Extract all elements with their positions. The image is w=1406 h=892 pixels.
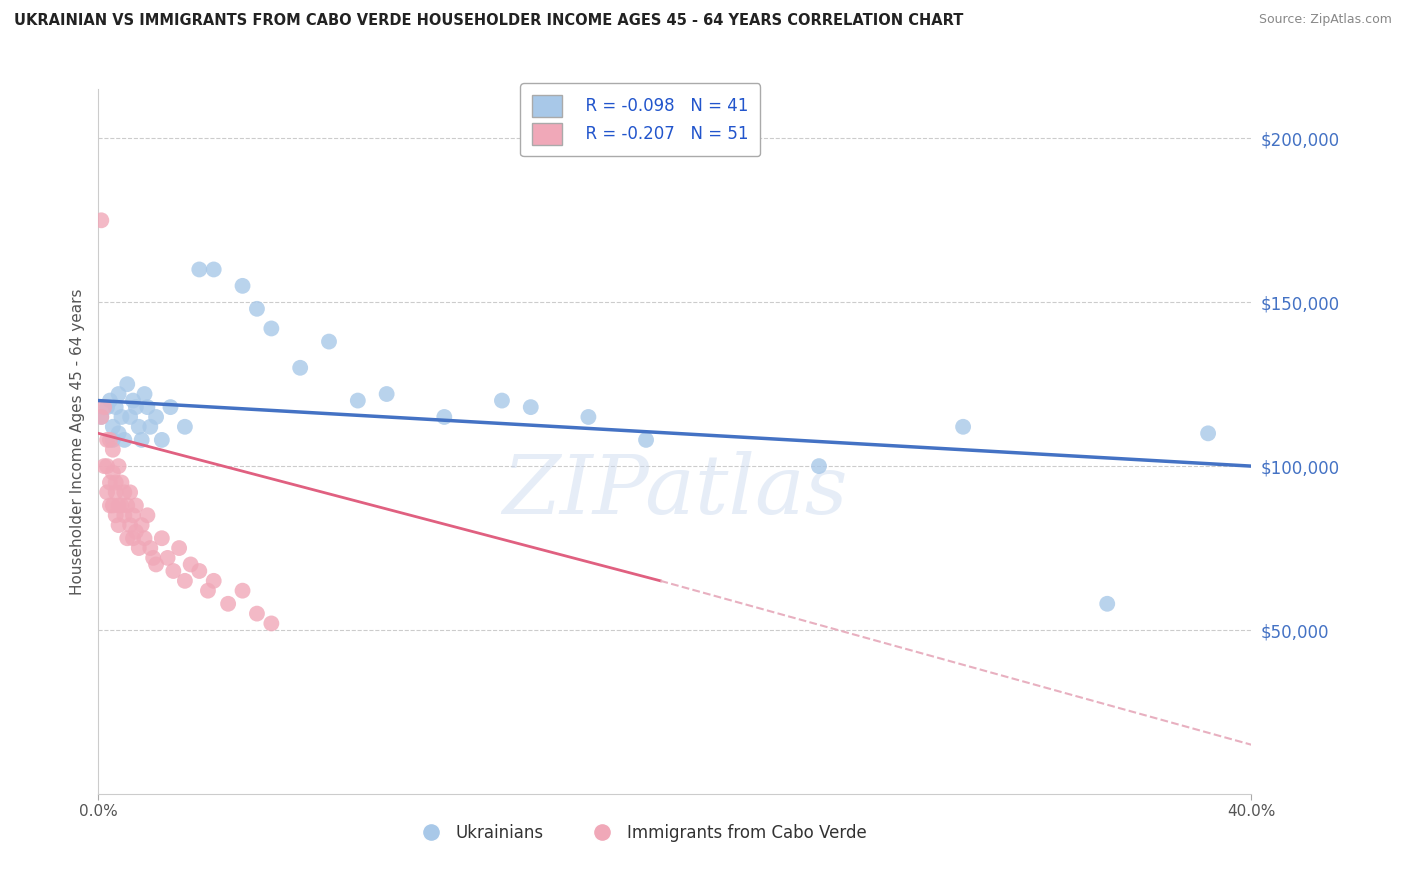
Point (107, 518, 129, 533)
Point (90, 409, 112, 424)
Point (107, 499, 129, 513)
Point (174, 419, 197, 434)
Point (134, 387, 156, 401)
Point (96, 485, 118, 500)
Point (122, 531, 145, 545)
Text: Source: ZipAtlas.com: Source: ZipAtlas.com (1258, 13, 1392, 27)
Point (98, 475, 121, 490)
Point (128, 419, 150, 434)
Point (117, 499, 139, 513)
Point (120, 485, 142, 500)
Point (433, 409, 456, 424)
Point (90, 409, 112, 424)
Point (120, 409, 142, 424)
Point (231, 583, 254, 598)
Point (156, 550, 179, 565)
Point (246, 607, 269, 621)
Point (202, 262, 225, 277)
Point (142, 550, 165, 565)
Point (98, 433, 121, 447)
Point (117, 377, 139, 392)
Point (636, 433, 658, 447)
Point (125, 524, 148, 539)
Point (101, 442, 124, 457)
Point (96, 433, 118, 447)
Point (145, 558, 167, 572)
Point (150, 433, 173, 447)
Point (188, 262, 211, 277)
Point (139, 419, 162, 434)
Point (110, 409, 132, 424)
Point (90, 213, 112, 227)
Point (260, 616, 283, 631)
Point (290, 360, 312, 375)
Point (246, 301, 269, 316)
Point (1097, 597, 1119, 611)
Point (952, 419, 974, 434)
Point (96, 400, 118, 414)
Point (808, 459, 831, 474)
Text: UKRAINIAN VS IMMIGRANTS FROM CABO VERDE HOUSEHOLDER INCOME AGES 45 - 64 YEARS CO: UKRAINIAN VS IMMIGRANTS FROM CABO VERDE … (14, 13, 963, 29)
Point (188, 564, 211, 578)
Point (145, 409, 167, 424)
Point (180, 558, 202, 572)
Point (131, 433, 153, 447)
Point (578, 409, 600, 424)
Point (202, 574, 225, 588)
Point (167, 541, 190, 555)
Point (120, 518, 142, 533)
Point (104, 475, 127, 490)
Point (136, 400, 159, 414)
Point (128, 541, 150, 555)
Point (318, 334, 340, 349)
Point (98, 393, 121, 408)
Text: ZIPatlas: ZIPatlas (502, 450, 848, 531)
Point (107, 426, 129, 441)
Point (139, 541, 162, 555)
Point (112, 433, 135, 447)
Point (117, 531, 139, 545)
Point (104, 400, 127, 414)
Point (162, 564, 184, 578)
Point (131, 518, 153, 533)
Legend: Ukrainians, Immigrants from Cabo Verde: Ukrainians, Immigrants from Cabo Verde (408, 818, 873, 849)
Point (150, 531, 173, 545)
Point (112, 485, 135, 500)
Point (260, 321, 283, 335)
Point (136, 508, 159, 523)
Point (101, 466, 124, 480)
Point (122, 508, 145, 523)
Point (110, 499, 132, 513)
Point (112, 508, 135, 523)
Point (96, 459, 118, 474)
Point (346, 393, 368, 408)
Point (174, 574, 197, 588)
Point (104, 485, 127, 500)
Point (520, 400, 543, 414)
Point (98, 499, 121, 513)
Point (93, 459, 115, 474)
Point (1197, 426, 1219, 441)
Point (159, 400, 181, 414)
Point (122, 393, 145, 408)
Point (107, 459, 129, 474)
Point (197, 583, 219, 598)
Point (375, 387, 398, 401)
Point (104, 508, 127, 523)
Point (231, 278, 254, 293)
Point (93, 400, 115, 414)
Point (101, 499, 124, 513)
Point (125, 400, 148, 414)
Point (101, 433, 124, 447)
Point (101, 419, 124, 434)
Y-axis label: Householder Income Ages 45 - 64 years: Householder Income Ages 45 - 64 years (69, 288, 84, 595)
Point (110, 475, 132, 490)
Point (125, 499, 148, 513)
Point (217, 597, 239, 611)
Point (491, 393, 513, 408)
Point (134, 531, 156, 545)
Point (107, 387, 129, 401)
